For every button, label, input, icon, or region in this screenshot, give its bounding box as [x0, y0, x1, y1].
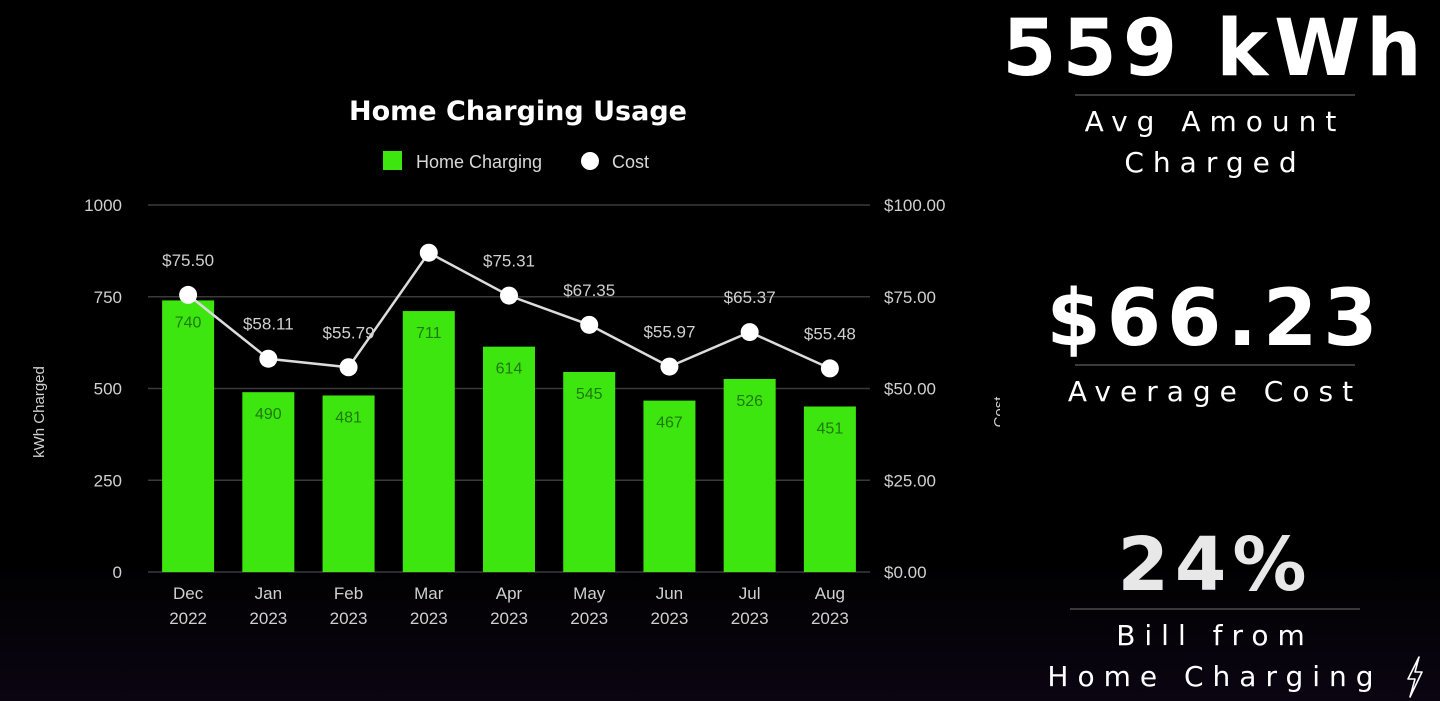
bar-value-label: 545: [576, 386, 603, 403]
cost-value-label: $55.48: [804, 324, 856, 343]
x-tick-label-year: 2023: [731, 609, 769, 628]
kpi-bill-share: 24% Bill from Home Charging: [1000, 528, 1430, 697]
bar-value-label: 490: [255, 406, 282, 423]
kpi-average-cost-label: Average Cost: [1067, 375, 1363, 408]
x-tick-label-month: Feb: [334, 584, 363, 603]
bar-value-label: 711: [416, 325, 442, 342]
cost-value-label: $75.50: [162, 251, 214, 270]
kpi-average-cost-value: $66.23: [1046, 274, 1384, 364]
cost-line-series: $75.50 $58.11 $55.79 $75.31 $67.35 $55.97 $65.…: [162, 243, 856, 378]
x-tick-label-month: May: [573, 584, 606, 603]
x-tick-label-month: Mar: [414, 584, 444, 603]
bar-value-label: 481: [335, 409, 362, 426]
bar: [162, 300, 215, 572]
bar: [563, 371, 616, 572]
y-tick-label: 0: [113, 563, 122, 582]
kpi-avg-amount-label-2: Charged: [1124, 145, 1306, 179]
y-tick-label: 1000: [84, 196, 122, 215]
divider: [1075, 364, 1355, 366]
bar: [483, 346, 535, 572]
kpi-average-cost: $66.23 Average Cost: [1000, 280, 1430, 413]
divider: [1075, 94, 1355, 96]
y-tick-label: 500: [94, 380, 122, 399]
bar: [242, 392, 295, 572]
kpi-bill-share-value: 24%: [1117, 522, 1313, 608]
x-tick-label-month: Jan: [255, 584, 282, 603]
x-tick-label-month: Jul: [739, 584, 761, 603]
x-tick-label-year: 2023: [410, 609, 448, 628]
x-tick-label-month: Apr: [496, 584, 523, 603]
x-tick-label-year: 2023: [811, 609, 849, 628]
cost-value-label: $58.11: [243, 315, 294, 334]
bar-value-label: 740: [175, 314, 202, 331]
bar-value-label: 467: [656, 415, 683, 432]
y2-tick-label: $25.00: [884, 471, 936, 490]
bar: [803, 406, 856, 572]
x-tick-label-year: 2023: [570, 609, 608, 628]
kpi-bill-share-label-2: Home Charging: [1047, 659, 1383, 693]
legend-swatch-cost: [581, 152, 599, 170]
bar: [402, 311, 455, 572]
bar-value-label: 526: [736, 393, 763, 410]
bar: [723, 378, 776, 572]
kpi-avg-amount-value: 559 kWh: [1002, 4, 1428, 94]
cost-value-label: $75.31: [483, 252, 535, 271]
x-tick-label-year: 2023: [490, 609, 528, 628]
bar: [643, 400, 696, 572]
y-axis-title: kWh Charged: [31, 366, 48, 458]
cost-point: [580, 315, 599, 334]
x-tick-label-month: Aug: [815, 584, 845, 603]
cost-point: [259, 349, 278, 368]
y-tick-label: 750: [94, 288, 122, 307]
y2-tick-label: $75.00: [884, 288, 936, 307]
divider: [1070, 608, 1360, 610]
bar-series: 740 490 481 711 614 545 467 526 451: [162, 300, 856, 572]
chart-title: Home Charging Usage: [349, 96, 687, 127]
x-tick-label-year: 2023: [651, 609, 689, 628]
bar-value-label: 451: [817, 420, 844, 437]
kpi-bill-share-label-1: Bill from: [1116, 619, 1314, 652]
lightning-bolt-icon: [1407, 656, 1423, 698]
legend-swatch-home-charging: [383, 151, 402, 170]
cost-point: [660, 357, 679, 376]
usage-chart: Home Charging Usage Home Charging Cost 0…: [31, 96, 1000, 628]
legend-label-home-charging: Home Charging: [416, 152, 542, 172]
x-axis-labels: Dec 2022 Jan 2023 Feb 2023 Mar 2023 Apr 2023 May 20…: [169, 584, 849, 628]
y2-tick-label: $50.00: [884, 380, 936, 399]
cost-value-label: $55.79: [323, 323, 375, 342]
cost-point: [500, 286, 518, 305]
cost-value-label: $65.37: [724, 288, 776, 307]
x-tick-label-year: 2023: [330, 609, 368, 628]
x-tick-label-year: 2022: [169, 609, 207, 628]
cost-value-label: $55.97: [643, 323, 695, 342]
legend-label-cost: Cost: [612, 152, 649, 172]
y-tick-label: 250: [94, 471, 122, 490]
bar: [322, 395, 375, 572]
cost-value-label: $67.35: [563, 281, 615, 300]
x-tick-label-month: Dec: [173, 584, 204, 603]
x-tick-label-month: Jun: [656, 584, 683, 603]
cost-point: [740, 323, 759, 342]
y2-axis-title: Cost: [991, 396, 1000, 428]
legend: Home Charging Cost: [383, 151, 649, 172]
cost-point: [419, 243, 438, 262]
bar-value-label: 614: [496, 361, 523, 378]
cost-point: [339, 358, 358, 377]
cost-point: [820, 359, 839, 378]
y-axis-ticks: 0 250 500 750 1000: [84, 196, 122, 582]
y2-axis-ticks: $0.00 $25.00 $50.00 $75.00 $100.00: [884, 196, 945, 582]
y2-tick-label: $0.00: [884, 563, 927, 582]
kpi-avg-amount-label-1: Avg Amount: [1084, 105, 1346, 138]
x-tick-label-year: 2023: [249, 609, 287, 628]
y2-tick-label: $100.00: [884, 196, 945, 215]
cost-point: [179, 285, 198, 304]
kpi-avg-amount: 559 kWh Avg Amount Charged: [1000, 10, 1430, 183]
